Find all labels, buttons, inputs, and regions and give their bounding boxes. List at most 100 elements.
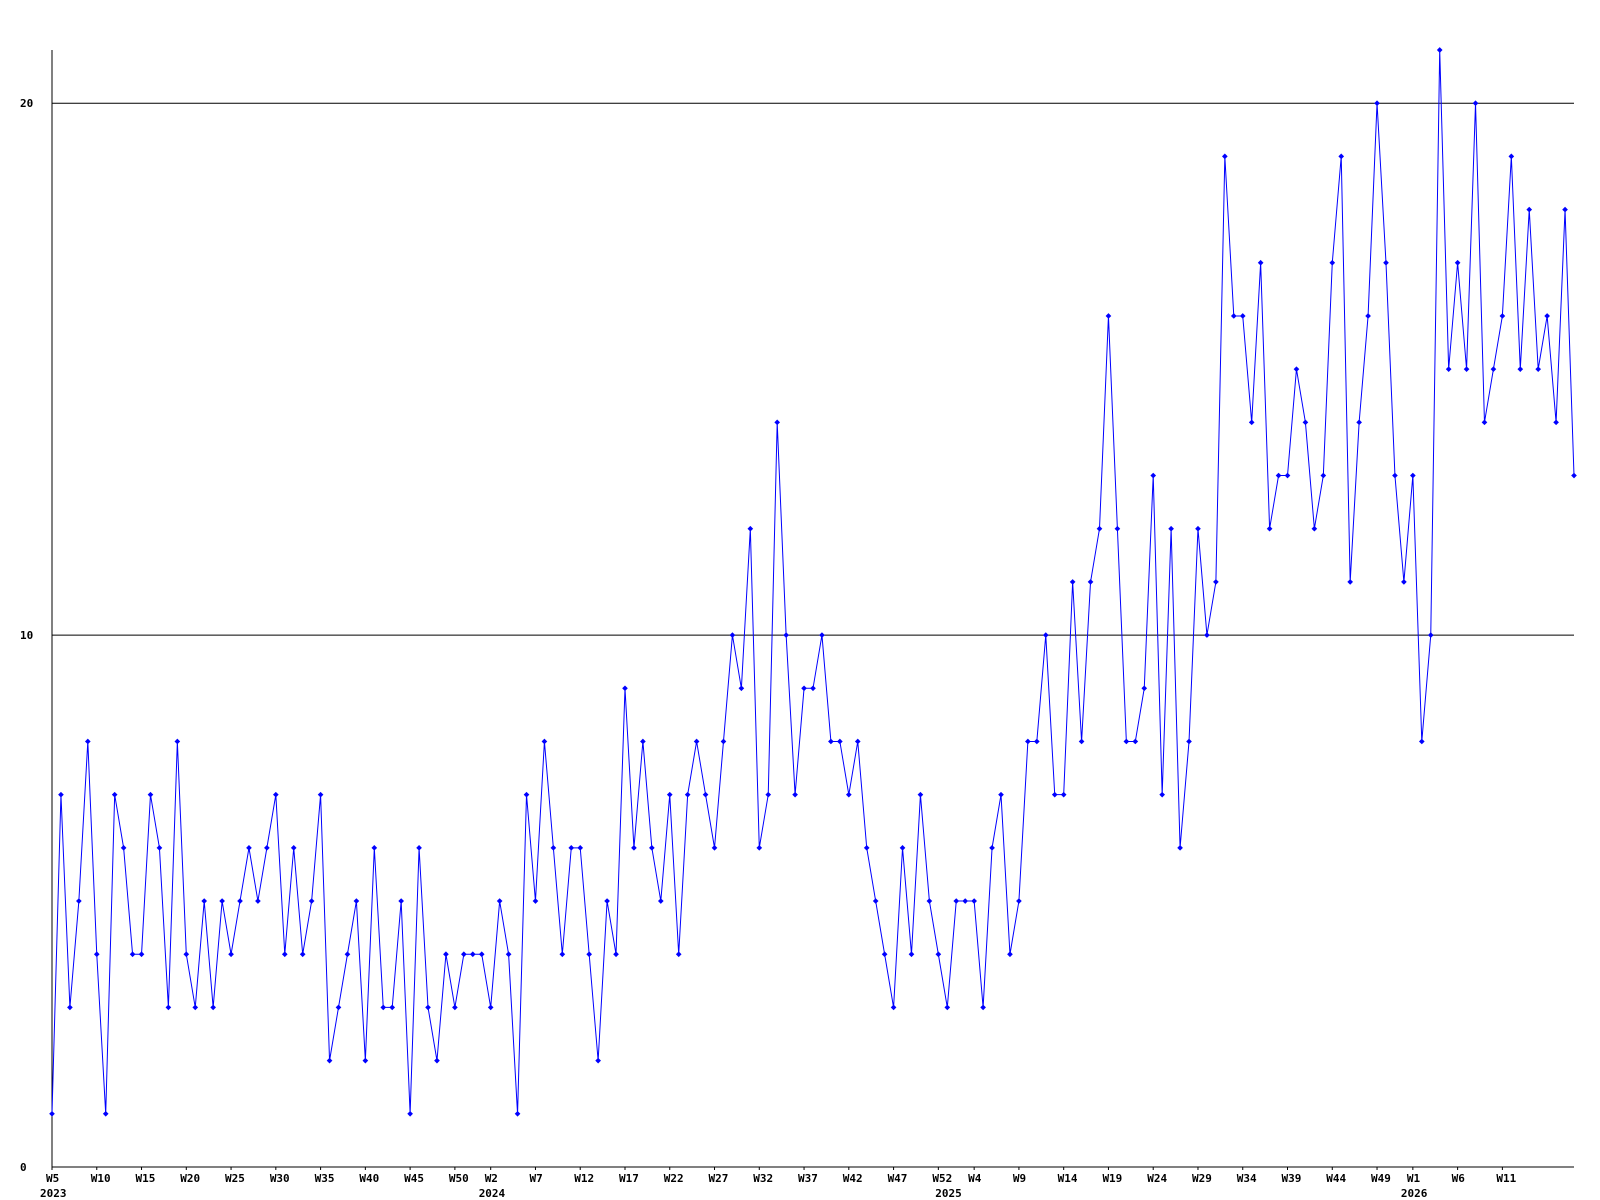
point bbox=[1454, 259, 1461, 266]
x-tick-label: W7 bbox=[529, 1172, 542, 1185]
x-tick-label: W32 bbox=[753, 1172, 773, 1185]
point bbox=[308, 898, 315, 904]
point bbox=[1374, 100, 1380, 107]
x-tick-label: W14 bbox=[1058, 1172, 1078, 1185]
point bbox=[76, 898, 82, 904]
point bbox=[586, 951, 593, 958]
point bbox=[631, 845, 637, 851]
point bbox=[1051, 791, 1058, 798]
point bbox=[1060, 791, 1067, 798]
point bbox=[640, 738, 646, 745]
point bbox=[1293, 366, 1300, 372]
point bbox=[317, 791, 324, 798]
point bbox=[1016, 898, 1022, 904]
point bbox=[1347, 579, 1354, 585]
point bbox=[1025, 738, 1031, 745]
point bbox=[1481, 419, 1488, 426]
point bbox=[210, 1004, 216, 1011]
point bbox=[1150, 472, 1157, 479]
point bbox=[1105, 313, 1112, 319]
year-label: 2025 bbox=[935, 1187, 962, 1200]
point bbox=[604, 898, 610, 904]
point bbox=[613, 951, 619, 958]
point bbox=[371, 845, 378, 851]
point bbox=[559, 951, 566, 958]
x-tick-label: W45 bbox=[404, 1172, 424, 1185]
point bbox=[1329, 259, 1336, 266]
year-label: 2026 bbox=[1401, 1187, 1428, 1200]
x-tick-label: W49 bbox=[1371, 1172, 1391, 1185]
point bbox=[1320, 472, 1327, 479]
point bbox=[147, 791, 154, 798]
point bbox=[461, 951, 467, 958]
point bbox=[568, 845, 575, 851]
point bbox=[255, 898, 261, 904]
point bbox=[272, 791, 279, 798]
x-tick-label: W12 bbox=[574, 1172, 594, 1185]
x-tick-label: W29 bbox=[1192, 1172, 1212, 1185]
point bbox=[281, 951, 288, 958]
y-tick-label: 0 bbox=[20, 1161, 27, 1174]
point bbox=[228, 951, 234, 958]
point bbox=[407, 1110, 413, 1117]
point bbox=[1114, 525, 1121, 532]
point bbox=[49, 1110, 55, 1117]
point bbox=[550, 845, 557, 851]
point bbox=[622, 685, 628, 692]
point bbox=[962, 898, 969, 904]
point bbox=[1123, 738, 1130, 745]
point bbox=[111, 791, 118, 798]
point bbox=[246, 845, 252, 851]
point bbox=[1517, 366, 1524, 372]
point bbox=[326, 1057, 333, 1064]
x-tick-label: W2 bbox=[485, 1172, 498, 1185]
point bbox=[541, 738, 548, 745]
point bbox=[165, 1004, 172, 1011]
point bbox=[819, 632, 825, 638]
point bbox=[93, 951, 100, 958]
point bbox=[84, 738, 91, 745]
point bbox=[1499, 313, 1506, 319]
point bbox=[845, 791, 852, 798]
point bbox=[908, 951, 915, 958]
point bbox=[398, 898, 404, 904]
point bbox=[693, 738, 700, 745]
point bbox=[1526, 206, 1533, 213]
point bbox=[1338, 153, 1345, 160]
x-tick-label: W11 bbox=[1496, 1172, 1516, 1185]
point bbox=[765, 791, 772, 798]
point bbox=[1445, 366, 1452, 372]
x-tick-label: W20 bbox=[180, 1172, 200, 1185]
point bbox=[899, 845, 906, 851]
point bbox=[657, 898, 664, 904]
point bbox=[666, 791, 673, 798]
point bbox=[264, 845, 270, 851]
point bbox=[810, 685, 816, 692]
point bbox=[649, 845, 655, 851]
point bbox=[801, 685, 807, 692]
point bbox=[487, 1004, 494, 1011]
point bbox=[792, 791, 798, 798]
point bbox=[738, 685, 745, 692]
point bbox=[58, 791, 64, 798]
point bbox=[953, 898, 960, 904]
point bbox=[67, 1004, 73, 1011]
point bbox=[1302, 419, 1309, 426]
point bbox=[1490, 366, 1497, 372]
point bbox=[1186, 738, 1192, 745]
x-tick-label: W40 bbox=[359, 1172, 379, 1185]
point bbox=[183, 951, 190, 958]
x-tick-label: W50 bbox=[449, 1172, 469, 1185]
point bbox=[478, 951, 485, 958]
point bbox=[425, 1004, 431, 1011]
x-tick-label: W27 bbox=[709, 1172, 729, 1185]
point bbox=[219, 898, 225, 904]
point bbox=[1069, 579, 1076, 585]
y-tick-label: 10 bbox=[20, 629, 33, 642]
x-tick-label: W9 bbox=[1013, 1172, 1026, 1185]
point bbox=[1275, 472, 1282, 479]
point bbox=[335, 1004, 342, 1011]
point bbox=[1248, 419, 1255, 426]
x-tick-label: W42 bbox=[843, 1172, 863, 1185]
year-label: 2024 bbox=[479, 1187, 506, 1200]
